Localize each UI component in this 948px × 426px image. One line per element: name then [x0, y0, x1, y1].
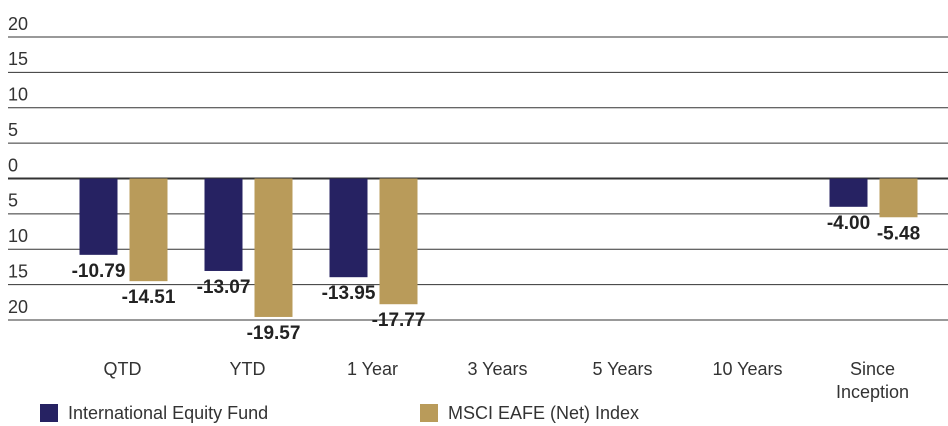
- y-tick-label: 15: [8, 261, 28, 281]
- value-label: -5.48: [877, 223, 920, 244]
- bar: [254, 178, 293, 317]
- bar: [879, 178, 918, 218]
- x-tick-label: 10 Years: [712, 359, 782, 379]
- value-label: -17.77: [372, 310, 426, 331]
- value-label: -4.00: [827, 213, 870, 234]
- y-tick-label: 5: [8, 120, 18, 140]
- value-label: -13.95: [322, 283, 376, 304]
- legend-label: International Equity Fund: [68, 403, 268, 423]
- value-label: -13.07: [197, 277, 251, 298]
- x-tick-label: QTD: [104, 359, 142, 379]
- x-tick-label: 5 Years: [592, 359, 652, 379]
- bar: [129, 178, 168, 282]
- bar: [829, 178, 868, 207]
- legend-label: MSCI EAFE (Net) Index: [448, 403, 639, 423]
- x-tick-label: 1 Year: [347, 359, 398, 379]
- bar: [379, 178, 418, 305]
- y-tick-label: 5: [8, 191, 18, 211]
- x-tick-label: YTD: [230, 359, 266, 379]
- x-tick-label: 3 Years: [467, 359, 527, 379]
- y-tick-label: 20: [8, 297, 28, 317]
- value-label: -14.51: [122, 287, 176, 308]
- bar: [79, 178, 118, 255]
- x-tick-label: Since Inception: [836, 359, 909, 402]
- y-tick-label: 15: [8, 49, 28, 69]
- value-label: -19.57: [247, 323, 301, 344]
- value-label: -10.79: [72, 261, 126, 282]
- y-tick-label: 0: [8, 155, 18, 175]
- bar: [204, 178, 243, 271]
- legend-swatch: [40, 404, 58, 422]
- y-tick-label: 20: [8, 14, 28, 34]
- legend-swatch: [420, 404, 438, 422]
- bar: [329, 178, 368, 278]
- y-tick-label: 10: [8, 226, 28, 246]
- y-tick-label: 10: [8, 85, 28, 105]
